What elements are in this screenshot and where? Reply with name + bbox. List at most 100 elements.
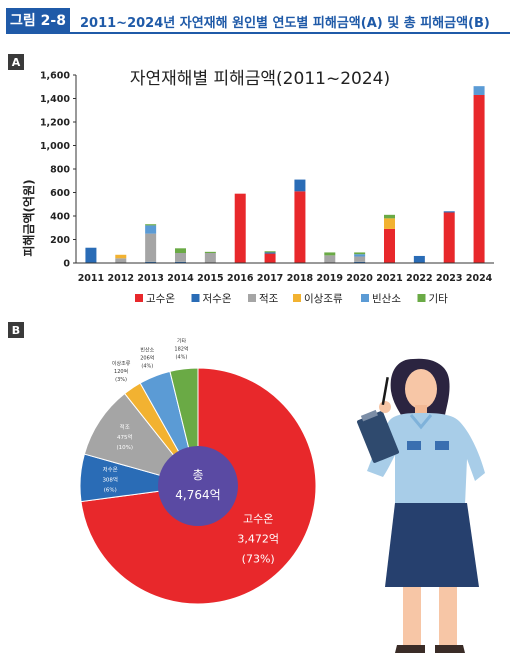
y-tick-label: 1,200 — [40, 118, 70, 129]
bar-segment — [473, 94, 485, 263]
pie-slice-label: 182억 — [174, 346, 188, 353]
pie-slice-label: (4%) — [141, 363, 153, 369]
pie-slice-label: 475억 — [117, 433, 133, 441]
legend-swatch — [417, 294, 426, 302]
bar-segment — [115, 254, 127, 259]
pie-center-line1: 총 — [192, 468, 203, 482]
legend-swatch — [135, 294, 143, 302]
x-tick-label: 2023 — [436, 273, 462, 284]
pie-slice-label: 308억 — [102, 476, 118, 484]
bar-segment — [443, 211, 455, 213]
bar-segment — [145, 225, 157, 234]
pie-slice-label: 빈산소 — [140, 346, 154, 353]
legend-swatch — [361, 294, 369, 302]
chart-legend: 고수온 저수온 적조 이상조류 빈산소 기타 — [135, 293, 448, 305]
pie-slice-label: 3,472억 — [237, 533, 279, 546]
pie-slice-label: 120억 — [114, 368, 128, 375]
pie-slice-label: 적조 — [120, 424, 130, 431]
researcher-illustration — [357, 358, 485, 653]
bar-segment — [234, 193, 246, 263]
bar-segment — [354, 256, 366, 262]
chart-title: 자연재해별 피해금액(2011~2024) — [130, 69, 390, 89]
x-axis: 2011 2012 2013 2014 2015 2016 2017 2018 2019 2020… — [76, 262, 494, 284]
y-tick-label: 1,400 — [40, 94, 70, 105]
bar-segment — [324, 252, 336, 256]
bar-segment — [264, 253, 276, 263]
legend-label: 저수온 — [203, 293, 232, 305]
y-tick-label: 0 — [63, 259, 70, 270]
bar-segment — [413, 255, 425, 263]
legend-swatch — [191, 294, 200, 302]
legend-label: 기타 — [429, 293, 449, 305]
legend-label: 빈산소 — [372, 293, 401, 305]
pie-slice-label: 저수온 — [103, 466, 118, 474]
y-axis-label: 피해금액(억원) — [21, 179, 36, 256]
bar-segment — [175, 261, 186, 263]
bar-segment — [204, 253, 216, 263]
x-tick-label: 2015 — [197, 273, 223, 284]
bar-segment — [115, 258, 127, 263]
legend-swatch — [248, 294, 256, 302]
bar-segment — [324, 255, 336, 263]
legend-label: 이상조류 — [304, 293, 343, 305]
bar-segment — [384, 228, 395, 263]
x-tick-label: 2018 — [287, 273, 314, 284]
x-tick-label: 2012 — [108, 273, 134, 284]
pie-slice-label: (4%) — [176, 355, 188, 361]
bar-segment — [85, 247, 97, 263]
y-tick-label: 200 — [50, 235, 70, 246]
pie-slice-label: 기타 — [177, 338, 187, 345]
bar-segment — [384, 218, 395, 229]
bar-segment — [354, 252, 366, 255]
header-divider — [6, 32, 510, 34]
pie-center-circle — [158, 446, 238, 526]
x-tick-label: 2014 — [167, 273, 194, 284]
pie-slice-label: (3%) — [115, 377, 127, 383]
bar-segment — [145, 261, 157, 263]
bar-segment — [145, 233, 157, 262]
bar-segment — [294, 179, 306, 192]
pie-slice-label: 고수온 — [243, 513, 273, 526]
x-tick-label: 2020 — [346, 273, 373, 284]
x-tick-label: 2017 — [257, 273, 283, 284]
bar-segment — [175, 253, 186, 262]
y-tick-label: 1,000 — [40, 141, 70, 152]
x-tick-label: 2013 — [137, 273, 163, 284]
figure-number-badge: 그림 2-8 — [6, 8, 70, 32]
pie-center-total: 4,764억 — [175, 488, 220, 502]
x-tick-label: 2021 — [376, 273, 402, 284]
x-tick-label: 2022 — [406, 273, 432, 284]
bar-segment — [264, 252, 276, 254]
y-tick-label: 800 — [50, 165, 70, 176]
bar-segment — [204, 251, 216, 254]
y-tick-label: 400 — [50, 212, 70, 223]
y-axis: 0 200 400 600 800 1,000 1,200 1,400 1,600 — [40, 71, 77, 270]
y-tick-label: 1,600 — [40, 71, 70, 82]
bar-segment — [175, 248, 186, 254]
pie-slice-label: (6%) — [104, 488, 117, 494]
legend-swatch — [293, 294, 301, 302]
bar-segment — [354, 254, 366, 257]
bar-segment — [384, 214, 395, 219]
pie-slice-label: 206억 — [140, 354, 154, 361]
pie-slice-labels: 고수온 3,472억 (73%) 저수온 308억 (6%) 적조 475억 (10%) 이상조류… — [102, 338, 279, 566]
x-tick-label: 2011 — [78, 273, 104, 284]
pie-chart: 고수온 3,472억 (73%) 저수온 308억 (6%) 적조 475억 (10%) 이상조류… — [79, 338, 317, 605]
panel-b-label: B — [8, 322, 24, 338]
bar-segment — [145, 224, 157, 226]
panel-a-label: A — [8, 54, 24, 70]
pie-slice-label: (73%) — [242, 553, 275, 566]
figure-title: 2011~2024년 자연재해 원인별 연도별 피해금액(A) 및 총 피해금액… — [80, 16, 490, 31]
bar-marks — [85, 86, 485, 263]
pie-slice-label: 이상조류 — [112, 360, 131, 367]
legend-label: 고수온 — [146, 293, 175, 305]
bar-segment — [443, 212, 455, 263]
x-tick-label: 2024 — [466, 273, 493, 284]
y-tick-label: 600 — [50, 188, 70, 199]
x-tick-label: 2016 — [227, 273, 254, 284]
pie-slice-label: (10%) — [116, 445, 133, 451]
bar-segment — [354, 261, 366, 263]
x-tick-label: 2019 — [317, 273, 343, 284]
bar-segment — [264, 251, 276, 253]
